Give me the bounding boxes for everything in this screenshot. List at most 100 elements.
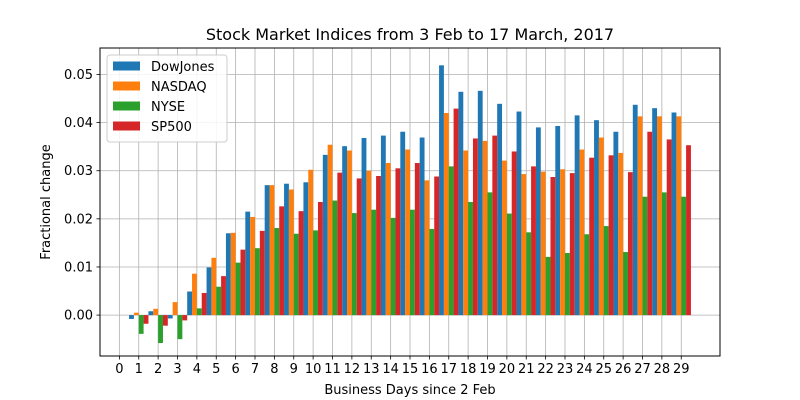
bar-sp500 — [356, 178, 362, 316]
bar-dowjones — [380, 135, 386, 316]
legend-swatch-sp500 — [113, 121, 140, 131]
bar-dowjones — [264, 185, 270, 316]
x-axis-label: Business Days since 2 Feb — [324, 383, 495, 398]
bar-nasdaq — [211, 257, 217, 316]
bar-sp500 — [414, 163, 420, 316]
bar-dowjones — [594, 120, 599, 316]
x-tick-label: 12 — [344, 362, 361, 377]
bar-nyse — [429, 228, 435, 316]
legend-swatch-nasdaq — [113, 81, 140, 91]
bar-nasdaq — [405, 149, 410, 316]
bar-dowjones — [148, 311, 154, 316]
bar-dowjones — [303, 182, 309, 316]
bar-nasdaq — [637, 116, 643, 316]
bar-nasdaq — [521, 174, 527, 316]
bar-sp500 — [589, 157, 595, 316]
bar-nasdaq — [443, 112, 449, 316]
bar-nyse — [565, 253, 570, 316]
bar-nyse — [177, 315, 183, 340]
bar-dowjones — [400, 131, 406, 316]
bar-dowjones — [535, 127, 541, 316]
bar-nasdaq — [482, 140, 488, 316]
bar-dowjones — [613, 131, 619, 316]
legend-swatch-nyse — [113, 101, 140, 111]
bar-nasdaq — [153, 308, 159, 316]
bar-sp500 — [182, 315, 188, 321]
legend-label-nyse: NYSE — [151, 100, 185, 115]
legend-label-dowjones: DowJones — [151, 60, 215, 75]
x-tick-label: 29 — [673, 362, 690, 377]
bar-nasdaq — [308, 169, 314, 316]
bar-sp500 — [259, 230, 265, 316]
bar-dowjones — [555, 125, 561, 316]
bar-dowjones — [516, 111, 522, 316]
x-tick-label: 0 — [115, 362, 123, 377]
bar-sp500 — [240, 249, 246, 316]
bar-nasdaq — [540, 171, 546, 316]
x-tick-label: 6 — [231, 362, 239, 377]
bar-nyse — [351, 213, 357, 316]
bar-sp500 — [608, 155, 614, 316]
y-tick-label: 0.01 — [64, 260, 93, 275]
bar-dowjones — [206, 267, 212, 316]
legend-box — [106, 54, 228, 143]
bar-dowjones — [284, 183, 289, 316]
bar-sp500 — [627, 172, 633, 316]
bar-nasdaq — [230, 232, 236, 316]
x-tick-label: 17 — [440, 362, 457, 377]
x-tick-label: 5 — [212, 362, 220, 377]
bar-dowjones — [167, 315, 173, 319]
bar-nyse — [158, 315, 163, 344]
bar-nyse — [196, 308, 202, 316]
bar-nyse — [681, 196, 687, 316]
x-tick-label: 26 — [615, 362, 632, 377]
bar-nyse — [545, 256, 551, 316]
bar-sp500 — [472, 138, 478, 316]
x-tick-label: 3 — [173, 362, 181, 377]
bar-sp500 — [376, 176, 381, 316]
bar-sp500 — [201, 292, 207, 316]
x-tick-label: 19 — [479, 362, 496, 377]
chart-title: Stock Market Indices from 3 Feb to 17 Ma… — [206, 25, 614, 44]
x-tick-label: 24 — [576, 362, 593, 377]
bar-nasdaq — [618, 152, 624, 316]
bar-nyse — [642, 196, 648, 316]
legend-label-sp500: SP500 — [151, 120, 192, 135]
bar-dowjones — [632, 104, 638, 316]
bar-nyse — [390, 217, 396, 316]
x-tick-label: 13 — [363, 362, 380, 377]
y-tick-label: 0.03 — [64, 164, 93, 179]
x-tick-label: 2 — [154, 362, 162, 377]
bar-nyse — [235, 262, 241, 316]
bar-dowjones — [458, 91, 464, 316]
x-tick-label: 20 — [499, 362, 516, 377]
bar-sp500 — [317, 202, 323, 316]
bar-nyse — [274, 227, 280, 316]
bar-nasdaq — [347, 150, 352, 316]
bar-nyse — [603, 226, 609, 316]
x-tick-label: 21 — [518, 362, 535, 377]
bar-sp500 — [298, 211, 304, 316]
x-tick-label: 25 — [595, 362, 612, 377]
bar-nyse — [487, 192, 493, 316]
bar-nasdaq — [657, 116, 662, 316]
bar-nasdaq — [502, 160, 507, 316]
bar-sp500 — [395, 168, 401, 316]
bar-dowjones — [129, 315, 134, 319]
bar-sp500 — [550, 176, 556, 316]
bar-nasdaq — [385, 163, 391, 316]
bar-nasdaq — [424, 180, 430, 316]
x-tick-label: 8 — [270, 362, 278, 377]
y-axis-label: Fractional change — [39, 144, 54, 259]
bar-nasdaq — [579, 149, 585, 316]
bar-dowjones — [652, 108, 658, 316]
bar-dowjones — [477, 90, 483, 316]
bar-dowjones — [574, 115, 580, 316]
bar-nyse — [371, 209, 377, 316]
bar-nasdaq — [250, 216, 255, 316]
bar-nyse — [468, 202, 473, 316]
x-tick-label: 27 — [634, 362, 651, 377]
bar-nyse — [506, 213, 512, 316]
x-tick-label: 28 — [654, 362, 671, 377]
